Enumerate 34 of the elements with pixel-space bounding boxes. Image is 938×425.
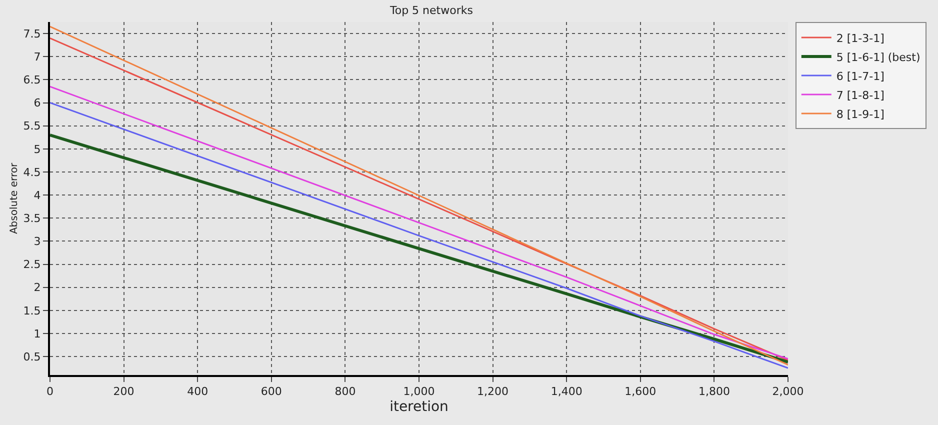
x-axis-title: iteretion <box>390 399 448 415</box>
legend-label: 6 [1-7-1] <box>836 70 884 83</box>
legend-label: 8 [1-9-1] <box>836 108 884 121</box>
x-tick-label: 600 <box>260 385 282 398</box>
x-tick-label: 1,600 <box>624 385 656 398</box>
x-tick-label: 0 <box>46 385 54 398</box>
y-tick-label: 4 <box>34 188 41 202</box>
y-tick-label: 7.5 <box>23 27 41 40</box>
y-tick-label: 5 <box>34 142 41 156</box>
y-tick-label: 7 <box>34 50 41 64</box>
legend-label: 5 [1-6-1] (best) <box>836 50 920 64</box>
legend-label: 2 [1-3-1] <box>836 32 884 45</box>
y-tick-label: 3.5 <box>23 212 41 225</box>
y-tick-label: 1.5 <box>23 304 41 318</box>
x-tick-label: 400 <box>187 385 208 398</box>
x-tick-label: 800 <box>334 385 356 398</box>
x-tick-label: 1,800 <box>698 385 730 398</box>
x-tick-label: 2,000 <box>772 385 804 398</box>
legend-label: 7 [1-8-1] <box>836 88 884 102</box>
y-tick-label: 4.5 <box>23 166 41 179</box>
y-tick-label: 0.5 <box>23 350 41 364</box>
y-tick-label: 3 <box>34 235 41 248</box>
y-axis-title: Absolute error <box>8 162 20 234</box>
y-tick-label: 6.5 <box>23 74 41 87</box>
x-tick-label: 1,000 <box>403 385 435 398</box>
y-tick-label: 5.5 <box>23 120 41 133</box>
y-tick-label: 2.5 <box>23 258 41 272</box>
y-tick-label: 6 <box>34 96 41 110</box>
y-tick-label: 1 <box>34 327 41 340</box>
x-tick-label: 1,400 <box>550 385 582 398</box>
x-tick-label: 1,200 <box>477 385 509 398</box>
x-tick-label: 200 <box>113 385 134 398</box>
chart-title: Top 5 networks <box>388 4 474 18</box>
y-tick-label: 2 <box>34 281 41 294</box>
